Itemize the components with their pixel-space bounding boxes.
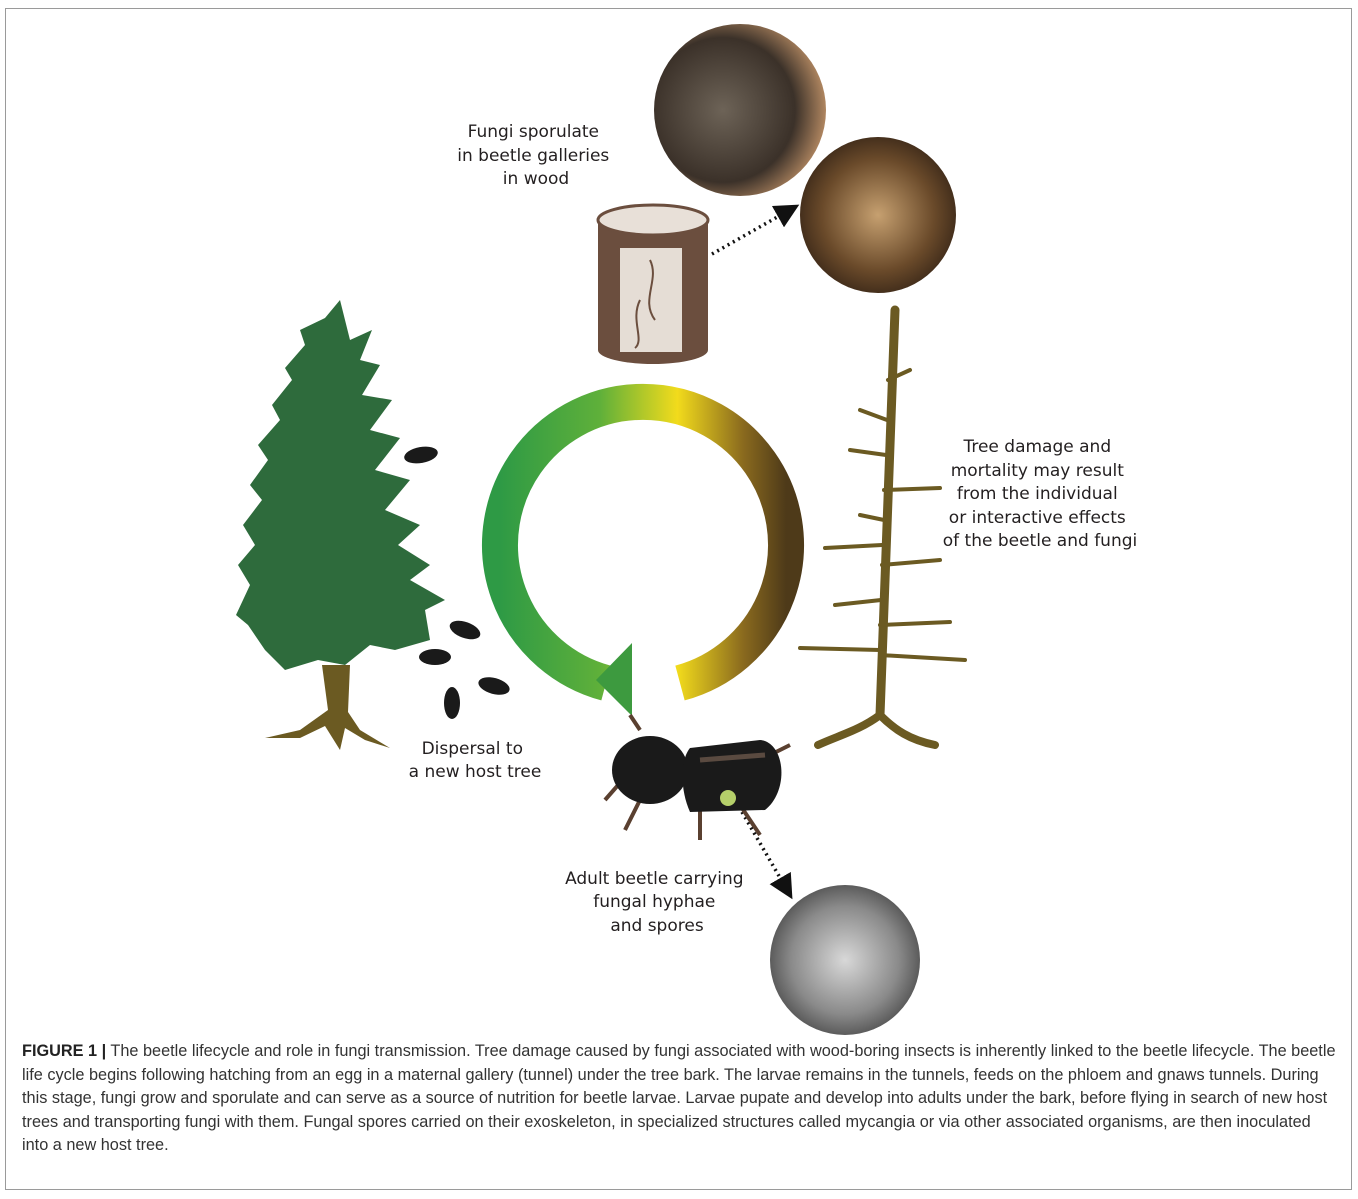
dead-tree: [800, 310, 965, 745]
photo-spores: [770, 885, 920, 1035]
label-dispersal: Dispersal to a new host tree: [409, 739, 542, 782]
label-line: Adult beetle carrying: [565, 869, 743, 889]
healthy-tree: [236, 300, 445, 750]
label-line: a new host tree: [409, 762, 542, 782]
label-line: in beetle galleries: [457, 146, 609, 166]
dotted-arrow: [742, 812, 790, 895]
caption-label: FIGURE 1 |: [22, 1042, 106, 1060]
cycle-arrowhead: [596, 643, 632, 716]
label-fungi-sporulate: Fungi sporulate in beetle galleries in w…: [457, 122, 614, 189]
page: Fungi sporulate in beetle galleries in w…: [0, 0, 1358, 1199]
photo-larvae: [800, 137, 956, 293]
label-adult-beetle: Adult beetle carrying fungal hyphae and …: [565, 869, 749, 936]
log-with-galleries: [598, 205, 708, 364]
label-line: and spores: [610, 916, 704, 936]
label-line: of the beetle and fungi: [943, 531, 1138, 551]
diagram: Fungi sporulate in beetle galleries in w…: [0, 0, 1358, 1199]
label-line: mortality may result: [951, 461, 1124, 481]
label-line: Tree damage and: [962, 437, 1111, 457]
cycle-ring: [500, 402, 786, 683]
adult-beetle: [605, 715, 790, 840]
label-line: Fungi sporulate: [468, 122, 599, 142]
photo-fungi: [654, 24, 826, 196]
dotted-arrow: [712, 207, 795, 254]
label-line: from the individual: [957, 484, 1118, 504]
label-line: Dispersal to: [422, 739, 523, 759]
label-line: in wood: [503, 169, 569, 189]
label-tree-damage: Tree damage and mortality may result fro…: [943, 437, 1138, 551]
figure-caption: FIGURE 1 | The beetle lifecycle and role…: [22, 1040, 1340, 1158]
caption-text: The beetle lifecycle and role in fungi t…: [22, 1042, 1336, 1154]
label-line: or interactive effects: [949, 508, 1126, 528]
label-line: fungal hyphae: [593, 892, 715, 912]
